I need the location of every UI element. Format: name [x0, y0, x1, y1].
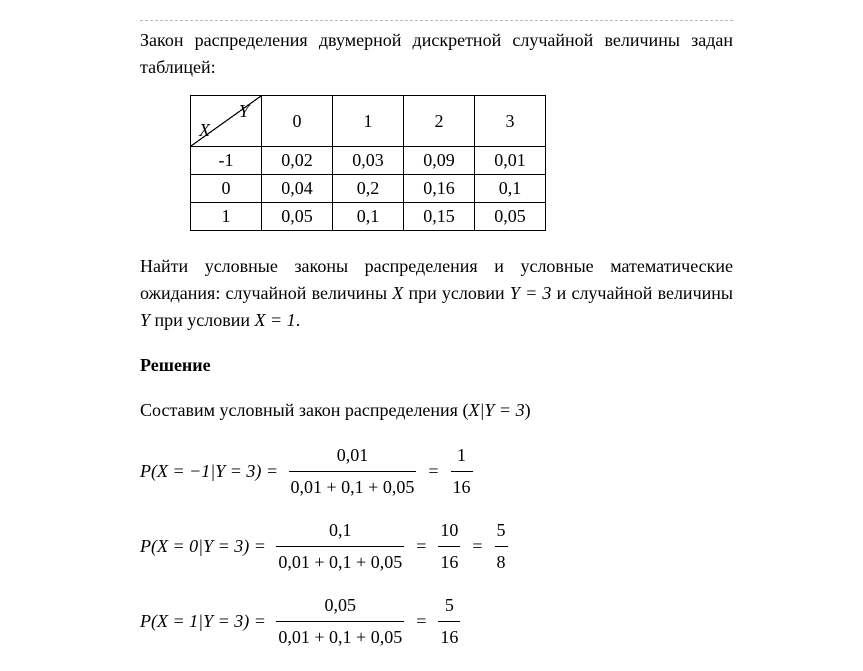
- eq3-rhs1: 5 16: [432, 592, 466, 651]
- compose-suffix: ): [525, 400, 531, 420]
- table-cell: 0,09: [404, 147, 475, 175]
- eq1-rhs1-num: 1: [455, 442, 468, 471]
- table-cell: 0,15: [404, 203, 475, 231]
- equation-3: P(X = 1|Y = 3) = 0,05 0,01 + 0,1 + 0,05 …: [140, 592, 733, 651]
- table-cell: 0,2: [333, 175, 404, 203]
- y-header: 1: [333, 96, 404, 147]
- eq1-den: 0,01 + 0,1 + 0,05: [289, 471, 417, 501]
- diag-y-label: Y: [239, 98, 249, 125]
- table-cell: 0,05: [262, 203, 333, 231]
- task-cond1: Y = 3: [510, 283, 552, 303]
- task-cond2: X = 1: [255, 310, 296, 330]
- table-cell: 0,05: [475, 203, 546, 231]
- x-header: 0: [191, 175, 262, 203]
- table-cell: 0,02: [262, 147, 333, 175]
- solution-heading: Решение: [140, 352, 733, 379]
- table-row: 0 0,04 0,2 0,16 0,1: [191, 175, 546, 203]
- intro-text: Закон распределения двумерной дискретной…: [140, 27, 733, 81]
- eq3-num: 0,05: [323, 592, 359, 621]
- eq1-num: 0,01: [335, 442, 371, 471]
- eq3-rhs1-num: 5: [443, 592, 456, 621]
- eq2-den: 0,01 + 0,1 + 0,05: [276, 546, 404, 576]
- eq3-lhs: P(X = 1|Y = 3) =: [140, 608, 270, 635]
- task-period: .: [296, 310, 301, 330]
- task-var-x: X: [392, 283, 403, 303]
- page-cut-line: [140, 20, 733, 21]
- eq2-rhs1: 10 16: [432, 517, 466, 576]
- table-cell: 0,01: [475, 147, 546, 175]
- task-cond1-prefix: при условии: [403, 283, 510, 303]
- y-header: 2: [404, 96, 475, 147]
- compose-text: Составим условный закон распределения (X…: [140, 397, 733, 424]
- eq1-mainfrac: 0,01 0,01 + 0,1 + 0,05: [283, 442, 423, 501]
- table-row: 1 0,05 0,1 0,15 0,05: [191, 203, 546, 231]
- eq1-lhs: P(X = −1|Y = 3) =: [140, 458, 283, 485]
- eq3-mainfrac: 0,05 0,01 + 0,1 + 0,05: [270, 592, 410, 651]
- table-cell: 0,03: [333, 147, 404, 175]
- eq1-rhs1-den: 16: [451, 471, 473, 501]
- eq1-rhs1: 1 16: [445, 442, 479, 501]
- y-header: 0: [262, 96, 333, 147]
- equation-2: P(X = 0|Y = 3) = 0,1 0,01 + 0,1 + 0,05 =…: [140, 517, 733, 576]
- table-cell: 0,16: [404, 175, 475, 203]
- compose-inner: X|Y = 3: [468, 400, 524, 420]
- eq-equals: =: [466, 533, 488, 560]
- eq2-rhs2-den: 8: [495, 546, 508, 576]
- x-header: 1: [191, 203, 262, 231]
- eq-equals: =: [410, 608, 432, 635]
- eq3-den: 0,01 + 0,1 + 0,05: [276, 621, 404, 651]
- eq2-num: 0,1: [327, 517, 354, 546]
- table-cell: 0,1: [475, 175, 546, 203]
- eq2-rhs1-den: 16: [438, 546, 460, 576]
- table-cell: 0,1: [333, 203, 404, 231]
- task-mid: и случайной величины: [551, 283, 733, 303]
- diag-x-label: X: [199, 117, 210, 144]
- compose-prefix: Составим условный закон распределения (: [140, 400, 468, 420]
- table-row: -1 0,02 0,03 0,09 0,01: [191, 147, 546, 175]
- table-diag-cell: Y X: [191, 96, 262, 147]
- equation-1: P(X = −1|Y = 3) = 0,01 0,01 + 0,1 + 0,05…: [140, 442, 733, 501]
- eq2-rhs1-num: 10: [438, 517, 460, 546]
- task-cond2-prefix: при условии: [150, 310, 255, 330]
- y-header: 3: [475, 96, 546, 147]
- eq2-mainfrac: 0,1 0,01 + 0,1 + 0,05: [270, 517, 410, 576]
- eq2-rhs2: 5 8: [489, 517, 514, 576]
- table-cell: 0,04: [262, 175, 333, 203]
- eq-equals: =: [422, 458, 444, 485]
- eq2-lhs: P(X = 0|Y = 3) =: [140, 533, 270, 560]
- task-var-y: Y: [140, 310, 150, 330]
- task-text: Найти условные законы распределения и ус…: [140, 253, 733, 334]
- x-header: -1: [191, 147, 262, 175]
- eq3-rhs1-den: 16: [438, 621, 460, 651]
- eq-equals: =: [410, 533, 432, 560]
- distribution-table: Y X 0 1 2 3 -1 0,02 0,03 0,09 0,01 0 0,0…: [190, 95, 546, 231]
- eq2-rhs2-num: 5: [495, 517, 508, 546]
